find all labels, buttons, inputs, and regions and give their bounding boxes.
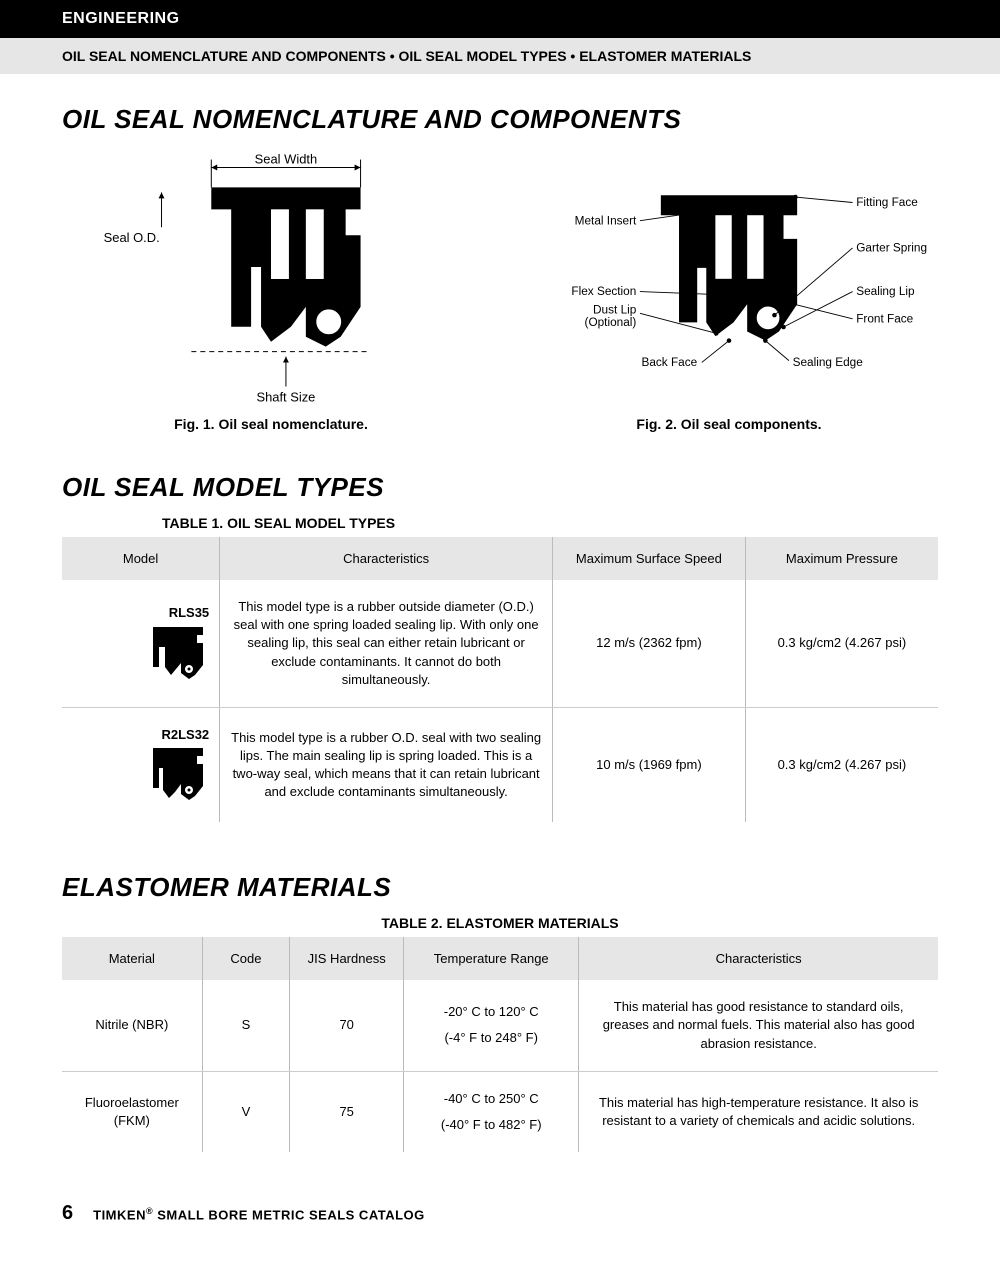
t2r0-temp: -20° C to 120° C (-4° F to 248° F) [404,980,579,1071]
table1-row: R2LS32 This model type is a rubber O.D [62,707,938,822]
table1-row: RLS35 This model type is a rubber outs [62,580,938,707]
table2-row: Nitrile (NBR) S 70 -20° C to 120° C (-4°… [62,980,938,1071]
t2r1-mat: Fluoroelastomer (FKM) [62,1071,202,1152]
t2-h-code: Code [202,937,290,980]
fig2-flex: Flex Section [571,284,636,298]
seal-icon [149,623,209,683]
t1r1-press: 0.3 kg/cm2 (4.267 psi) [745,707,938,822]
t1r0-model: RLS35 [62,580,220,707]
t1-h-model: Model [62,537,220,580]
fig2-caption: Fig. 2. Oil seal components. [520,416,938,432]
t1r0-speed: 12 m/s (2362 fpm) [553,580,746,707]
seal-icon [149,744,209,804]
fig2-sealinglip: Sealing Lip [856,284,915,298]
table2-title: TABLE 2. ELASTOMER MATERIALS [62,915,938,931]
table1: Model Characteristics Maximum Surface Sp… [62,537,938,822]
fig2-backface: Back Face [641,355,697,369]
table2-header-row: Material Code JIS Hardness Temperature R… [62,937,938,980]
table1-title: TABLE 1. OIL SEAL MODEL TYPES [62,515,938,531]
figure-1: Seal Width Seal O.D. Shaft Size Fig. 1. … [62,147,480,432]
t1r1-model: R2LS32 [62,707,220,822]
t2-h-mat: Material [62,937,202,980]
fig2-garter: Garter Spring [856,241,927,255]
t2r0-char: This material has good resistance to sta… [579,980,938,1071]
footer: 6 TIMKEN® SMALL BORE METRIC SEALS CATALO… [0,1172,1000,1245]
table1-header-row: Model Characteristics Maximum Surface Sp… [62,537,938,580]
fig2-metal-insert: Metal Insert [575,213,637,227]
t1-h-press: Maximum Pressure [745,537,938,580]
figure-2: Metal Insert Flex Section Dust Lip (Opti… [520,147,938,432]
fig1-shaft-size: Shaft Size [256,389,315,404]
fig1-seal-width: Seal Width [255,152,317,167]
page-number: 6 [62,1202,73,1225]
section2-title: OIL SEAL MODEL TYPES [62,472,938,503]
t2r1-hard: 75 [290,1071,404,1152]
t1r1-model-label: R2LS32 [72,726,209,744]
table2-row: Fluoroelastomer (FKM) V 75 -40° C to 250… [62,1071,938,1152]
t2r0-temp2: (-4° F to 248° F) [414,1029,568,1047]
t1r0-char: This model type is a rubber outside diam… [220,580,553,707]
t2r1-temp: -40° C to 250° C (-40° F to 482° F) [404,1071,579,1152]
t1r1-char: This model type is a rubber O.D. seal wi… [220,707,553,822]
t2r1-char: This material has high-temperature resis… [579,1071,938,1152]
header-category: ENGINEERING [0,0,1000,38]
section3-title: ELASTOMER MATERIALS [62,872,938,903]
t2r1-temp1: -40° C to 250° C [414,1090,568,1108]
t2r0-mat: Nitrile (NBR) [62,980,202,1071]
footer-brand: TIMKEN [93,1207,146,1222]
t2-h-char: Characteristics [579,937,938,980]
t2-h-hard: JIS Hardness [290,937,404,980]
t2r1-code: V [202,1071,290,1152]
t1r0-press: 0.3 kg/cm2 (4.267 psi) [745,580,938,707]
fig1-caption: Fig. 1. Oil seal nomenclature. [62,416,480,432]
t2r0-code: S [202,980,290,1071]
footer-title: TIMKEN® SMALL BORE METRIC SEALS CATALOG [93,1206,425,1222]
t2r1-temp2: (-40° F to 482° F) [414,1116,568,1134]
fig1-svg: Seal Width Seal O.D. Shaft Size [62,147,480,407]
section1-title: OIL SEAL NOMENCLATURE AND COMPONENTS [62,104,938,135]
t1r0-model-label: RLS35 [72,604,209,622]
fig2-fitting: Fitting Face [856,195,918,209]
figures-row: Seal Width Seal O.D. Shaft Size Fig. 1. … [62,147,938,432]
t2r0-hard: 70 [290,980,404,1071]
fig1-seal-od: Seal O.D. [104,230,160,245]
t1-h-char: Characteristics [220,537,553,580]
t2r0-temp1: -20° C to 120° C [414,1003,568,1021]
t1-h-speed: Maximum Surface Speed [553,537,746,580]
fig2-front: Front Face [856,311,913,325]
fig2-svg: Metal Insert Flex Section Dust Lip (Opti… [520,147,938,407]
footer-subtitle: SMALL BORE METRIC SEALS CATALOG [153,1207,425,1222]
header-breadcrumb: OIL SEAL NOMENCLATURE AND COMPONENTS • O… [0,38,1000,74]
t1r1-speed: 10 m/s (1969 fpm) [553,707,746,822]
fig2-sealingedge: Sealing Edge [793,355,864,369]
table2: Material Code JIS Hardness Temperature R… [62,937,938,1152]
t2-h-temp: Temperature Range [404,937,579,980]
fig2-dustlip2: (Optional) [585,315,637,329]
